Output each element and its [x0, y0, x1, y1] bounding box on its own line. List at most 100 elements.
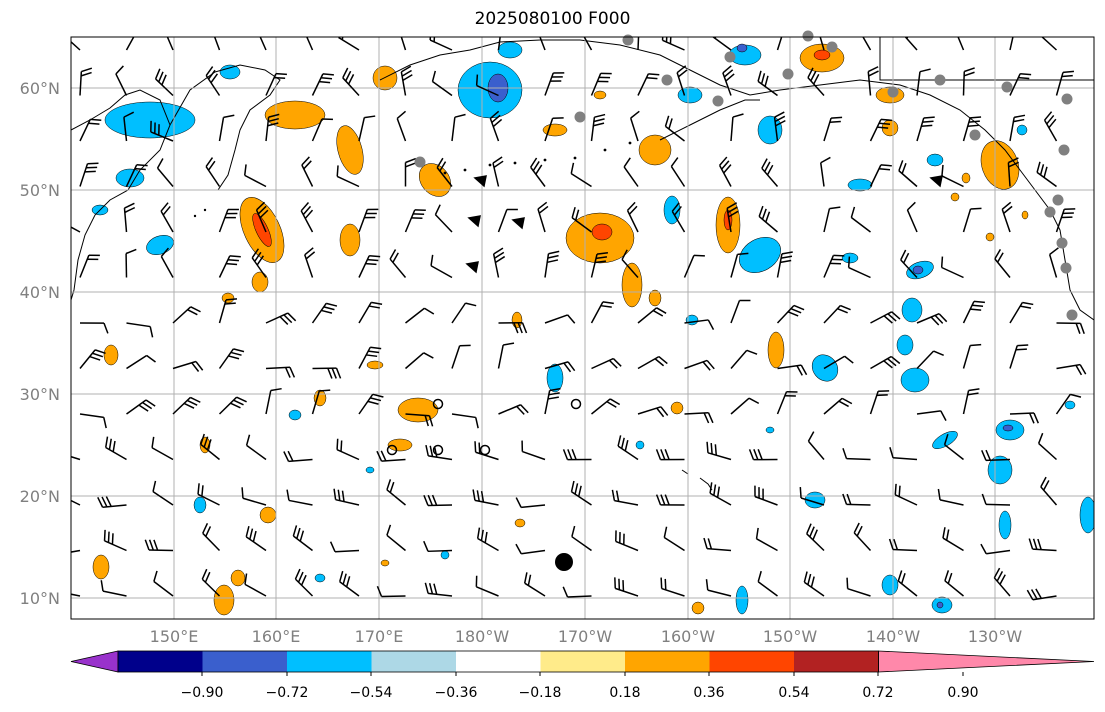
wind-barb [286, 489, 313, 506]
wind-barb [126, 322, 154, 338]
wind-barb [376, 450, 406, 462]
wind-barb [498, 404, 529, 415]
wind-barb [754, 485, 778, 506]
wind-barb [706, 441, 732, 461]
wind-barb [544, 72, 565, 96]
wind-barb [670, 157, 686, 187]
longitude-label: 160°W [661, 627, 716, 646]
wind-barb [205, 157, 221, 187]
wind-barb [962, 300, 985, 324]
wind-barb [213, 37, 221, 51]
wind-barb [1036, 161, 1057, 188]
wind-barb [591, 357, 622, 370]
wind-barb [916, 68, 931, 96]
wind-barb [311, 118, 334, 142]
wind-barb [434, 204, 453, 233]
wind-barb [943, 433, 964, 461]
wind-barb [79, 349, 106, 369]
wind-barb [405, 413, 434, 427]
wind-barb [245, 434, 267, 461]
station-marker [1061, 93, 1073, 105]
wind-barb [358, 255, 381, 278]
wind-barb [916, 350, 944, 370]
wind-barb [294, 568, 314, 597]
station-marker [661, 74, 673, 86]
colorbar-tick-label: 0.18 [609, 685, 640, 701]
wind-barb [436, 157, 453, 187]
wind-barb [79, 254, 100, 278]
wind-barb [423, 494, 453, 507]
wind-barb [218, 208, 239, 233]
wind-barb [614, 577, 639, 597]
shaded-contour [1016, 124, 1028, 136]
colorbar-segment [202, 651, 288, 672]
wind-barb [981, 493, 1011, 506]
shaded-contour [621, 262, 643, 308]
wind-barb [218, 255, 241, 278]
wind-barb [201, 568, 221, 597]
wind-barb [621, 249, 639, 278]
calm-wind-marker [479, 444, 491, 456]
wind-barb [1055, 393, 1082, 415]
latitude-label: 10°N [20, 589, 60, 608]
calm-wind-marker [570, 398, 582, 410]
wind-barb [660, 577, 685, 597]
wind-barb [637, 37, 640, 51]
shaded-contour [591, 223, 613, 241]
wind-barb [1009, 344, 1029, 369]
wind-barb [823, 397, 853, 415]
colorbar-tick-label: −0.90 [181, 685, 224, 701]
plot-title: 2025080100 F000 [474, 9, 631, 29]
wind-barb [757, 70, 778, 97]
station-marker [574, 111, 586, 123]
wind-barb [338, 570, 360, 597]
wind-barb [776, 304, 805, 324]
wind-barb [1043, 111, 1058, 142]
wind-barb [329, 541, 360, 553]
wind-barb [451, 413, 479, 429]
wind-barb [358, 301, 383, 324]
wind-barb [1009, 301, 1034, 324]
wind-barb [537, 201, 549, 233]
wind-barb [358, 346, 382, 369]
wind-barb [79, 67, 93, 96]
wind-barb [358, 393, 384, 415]
shaded-contour [366, 360, 384, 370]
colorbar-segment [287, 651, 372, 672]
wind-barb [544, 387, 561, 415]
storm-center-marker [555, 553, 573, 571]
wind-barb [404, 157, 417, 187]
wind-barb [451, 302, 477, 324]
wind-barb [571, 206, 592, 233]
shaded-contour [912, 265, 924, 275]
wind-barb [79, 413, 107, 429]
shaded-contour [514, 518, 526, 528]
wind-barb [451, 344, 471, 369]
graticule [71, 37, 1094, 619]
wind-barb [104, 436, 127, 461]
wind-barb [544, 361, 576, 373]
shaded-contour [593, 90, 607, 100]
wind-barb [79, 322, 109, 334]
wind-barb [521, 440, 546, 461]
wind-barb [304, 247, 316, 278]
wind-barb [544, 117, 564, 142]
shaded-contour [230, 569, 246, 587]
wind-barb [333, 488, 360, 506]
wind-barb [900, 249, 918, 279]
wind-barb [205, 66, 221, 96]
wind-barb [244, 573, 267, 597]
wind-barb [562, 586, 592, 598]
shaded-contour [735, 585, 749, 615]
station-marker [1056, 237, 1068, 249]
wind-barb [1009, 37, 1014, 51]
shaded-contour [314, 573, 326, 583]
shaded-contour [950, 192, 960, 202]
wind-barb [962, 343, 982, 369]
wind-barb [71, 593, 81, 597]
wind-barb [981, 449, 1011, 462]
wind-barb [994, 248, 1011, 278]
colorbar-extend-min [70, 650, 119, 673]
latitude-label: 20°N [20, 487, 60, 506]
